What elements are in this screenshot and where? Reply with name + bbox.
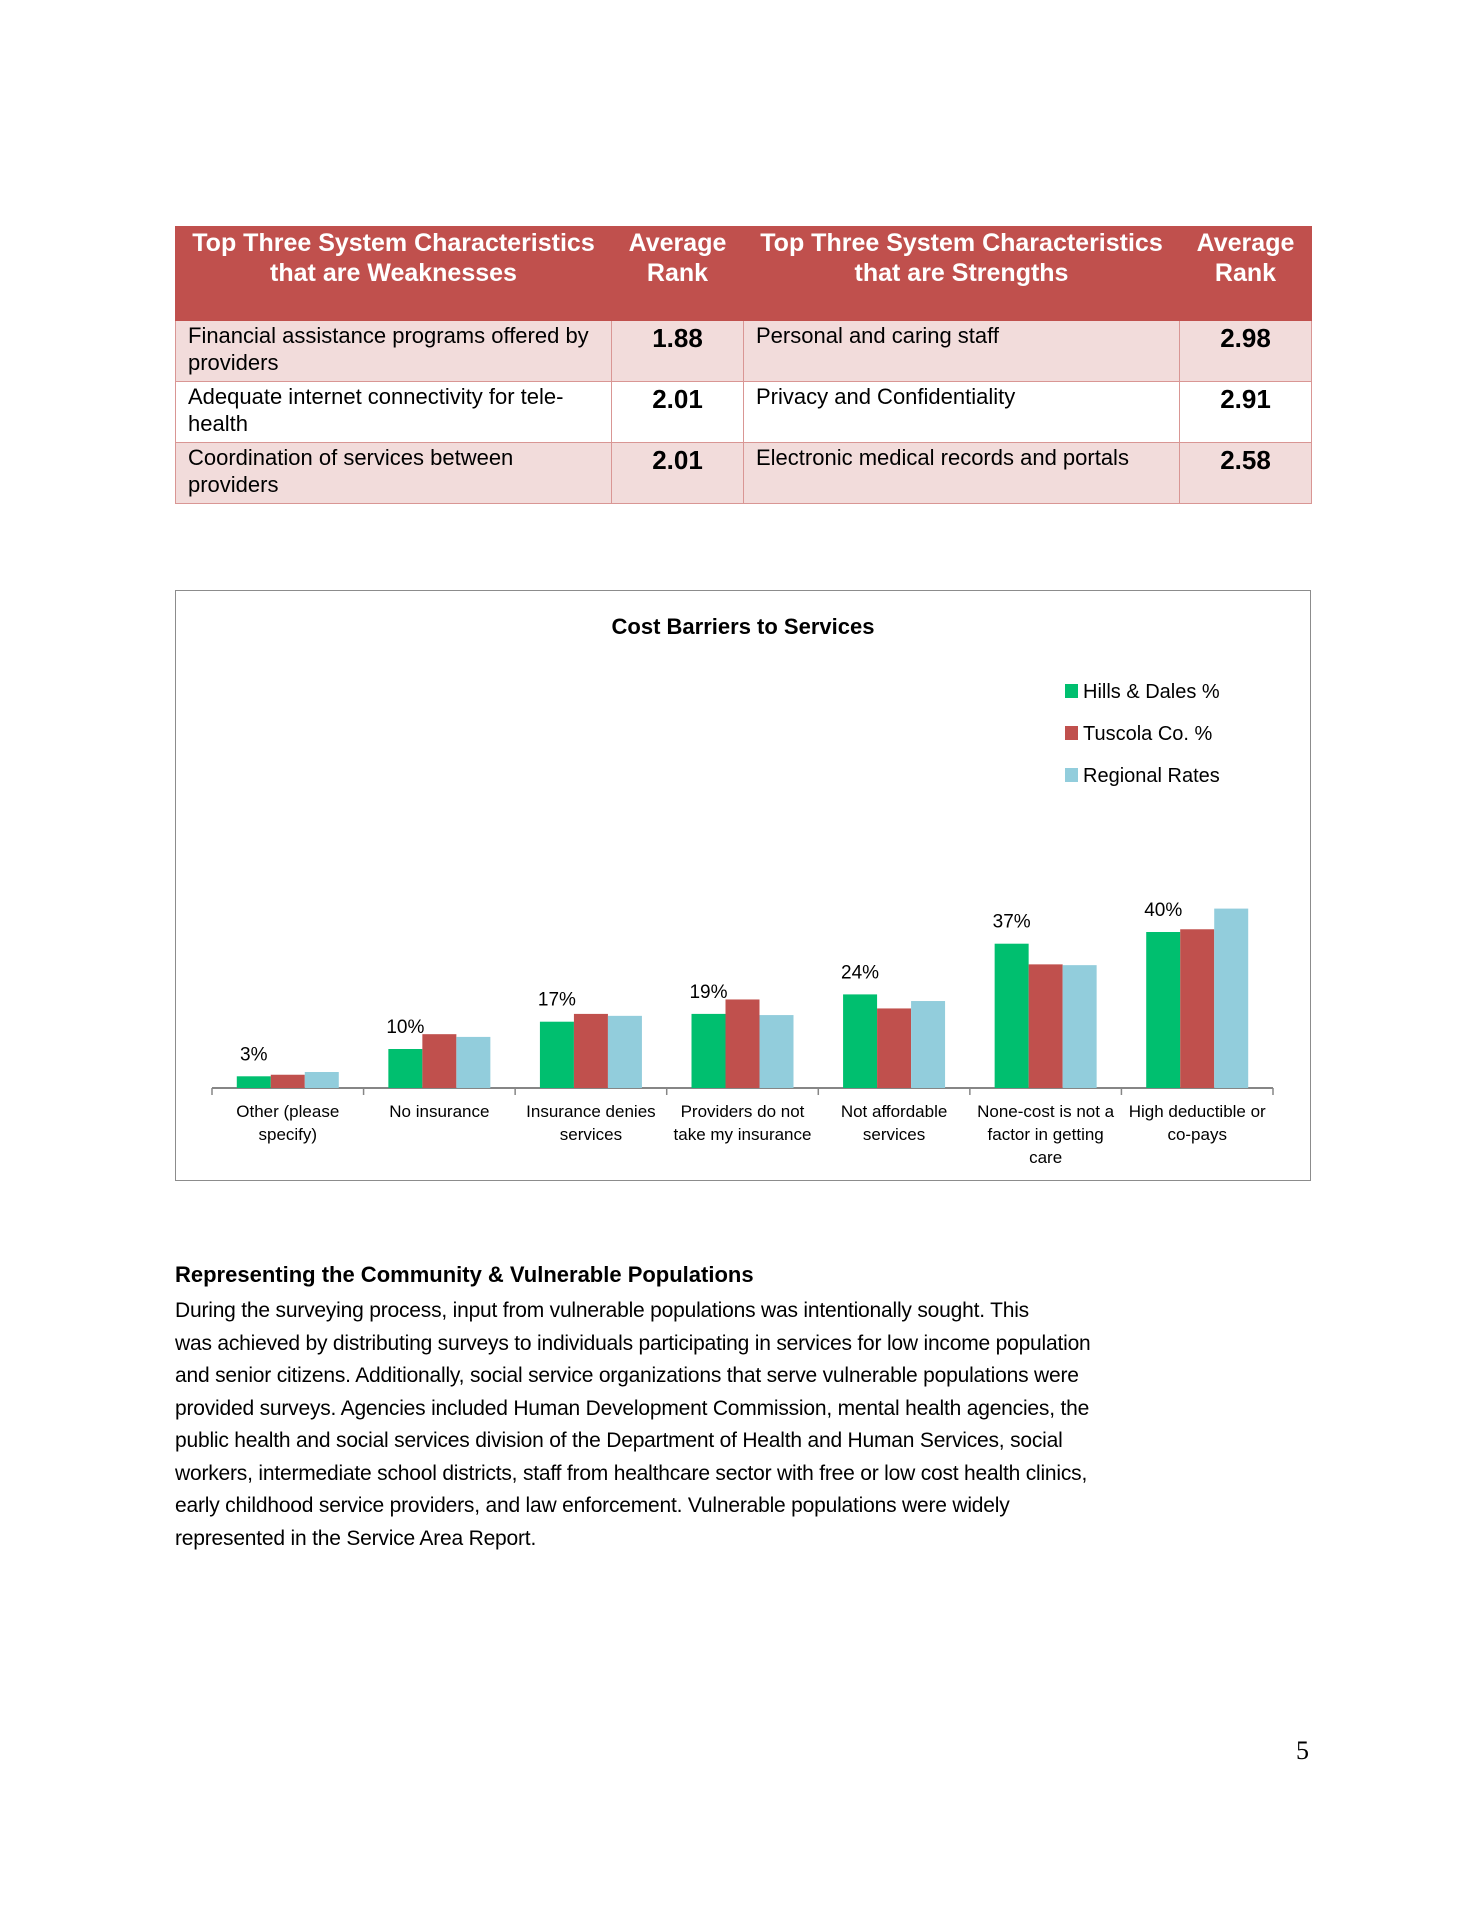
table-row: Adequate internet connectivity for tele-… — [175, 381, 1312, 443]
x-tick-label: care — [1029, 1148, 1062, 1167]
data-label: 17% — [538, 990, 576, 1011]
chart-title: Cost Barriers to Services — [612, 614, 875, 639]
x-tick-label: High deductible or — [1129, 1102, 1266, 1121]
bar-hills-dales- — [994, 943, 1029, 1088]
bar-regional-rates — [607, 1015, 642, 1088]
x-tick-label: No insurance — [389, 1102, 489, 1121]
header-average-rank: Average Rank — [1179, 226, 1312, 321]
weakness-rank-cell: 2.01 — [611, 442, 744, 504]
x-tick-label: services — [863, 1125, 925, 1144]
legend-swatch — [1065, 726, 1078, 740]
x-tick-label: take my insurance — [674, 1125, 812, 1144]
table-header-row: Top Three System Characteristics that ar… — [175, 226, 1312, 321]
section-paragraph: During the surveying process, input from… — [175, 1295, 1091, 1555]
bar-hills-dales- — [388, 1049, 423, 1088]
bar-regional-rates — [304, 1072, 339, 1088]
header-weaknesses: Top Three System Characteristics that ar… — [175, 226, 612, 321]
x-tick-label: services — [560, 1125, 622, 1144]
strength-cell: Electronic medical records and portals — [743, 442, 1180, 504]
legend-label: Regional Rates — [1083, 765, 1220, 787]
paragraph-line: was achieved by distributing surveys to … — [175, 1331, 1091, 1355]
weakness-rank-cell: 1.88 — [611, 320, 744, 382]
system-characteristics-table: Top Three System Characteristics that ar… — [175, 226, 1312, 504]
bar-regional-rates — [1214, 908, 1249, 1088]
header-strengths: Top Three System Characteristics that ar… — [743, 226, 1180, 321]
bar-regional-rates — [911, 1001, 946, 1088]
strength-cell: Personal and caring staff — [743, 320, 1180, 382]
paragraph-line: early childhood service providers, and l… — [175, 1494, 1010, 1517]
data-label: 19% — [689, 982, 727, 1003]
section-heading: Representing the Community & Vulnerable … — [175, 1262, 754, 1287]
data-label: 24% — [841, 962, 879, 983]
legend-swatch — [1065, 768, 1078, 782]
chart-svg: Cost Barriers to Services Hills & Dales %… — [211, 614, 1274, 1167]
paragraph-line: During the surveying process, input from… — [175, 1299, 1029, 1322]
table-row: Coordination of services between provide… — [175, 442, 1312, 504]
bar-hills-dales- — [691, 1013, 726, 1088]
bar-hills-dales- — [843, 994, 878, 1088]
header-average-rank: Average Rank — [611, 226, 744, 321]
paragraph-line: provided surveys. Agencies included Huma… — [175, 1396, 1090, 1420]
x-tick-label: co-pays — [1167, 1125, 1227, 1144]
bar-tuscola-co- — [1028, 964, 1063, 1088]
paragraph-line: public health and social services divisi… — [175, 1429, 1063, 1452]
x-tick-label: Not affordable — [841, 1102, 947, 1121]
weakness-cell: Financial assistance programs offered by… — [175, 320, 612, 382]
paragraph-line: represented in the Service Area Report. — [175, 1526, 537, 1550]
bar-regional-rates — [1062, 965, 1097, 1088]
data-label: 3% — [240, 1044, 268, 1065]
data-label: 37% — [993, 912, 1031, 933]
x-tick-label: Insurance denies — [526, 1102, 655, 1121]
strength-rank-cell: 2.91 — [1179, 381, 1312, 443]
bar-regional-rates — [759, 1015, 794, 1088]
legend-swatch — [1065, 684, 1078, 698]
bar-tuscola-co- — [270, 1074, 305, 1088]
x-tick-label: factor in getting — [988, 1125, 1104, 1144]
bar-tuscola-co- — [422, 1034, 457, 1088]
cost-barriers-chart: Cost Barriers to Services Hills & Dales %… — [175, 590, 1311, 1181]
bar-regional-rates — [456, 1036, 491, 1088]
strength-rank-cell: 2.58 — [1179, 442, 1312, 504]
bar-hills-dales- — [1146, 932, 1181, 1088]
weakness-cell: Coordination of services between provide… — [175, 442, 612, 504]
strength-rank-cell: 2.98 — [1179, 320, 1312, 382]
paragraph-line: workers, intermediate school districts, … — [175, 1461, 1088, 1485]
strength-cell: Privacy and Confidentiality — [743, 381, 1180, 443]
x-tick-label: None-cost is not a — [977, 1102, 1115, 1121]
bar-hills-dales- — [236, 1076, 271, 1088]
bar-tuscola-co- — [1180, 929, 1215, 1088]
legend-label: Hills & Dales % — [1083, 681, 1220, 703]
page-number: 5 — [1296, 1736, 1309, 1765]
paragraph-line: and senior citizens. Additionally, socia… — [175, 1364, 1079, 1387]
bar-tuscola-co- — [725, 999, 760, 1088]
bar-tuscola-co- — [877, 1008, 912, 1088]
x-tick-label: Providers do not — [681, 1102, 805, 1121]
weakness-rank-cell: 2.01 — [611, 381, 744, 443]
x-tick-label: Other (please — [236, 1102, 339, 1121]
table-row: Financial assistance programs offered by… — [175, 320, 1312, 382]
x-tick-label: specify) — [258, 1125, 317, 1144]
bar-hills-dales- — [539, 1021, 574, 1088]
data-label: 10% — [386, 1017, 424, 1038]
bar-tuscola-co- — [573, 1013, 608, 1088]
weakness-cell: Adequate internet connectivity for tele-… — [175, 381, 612, 443]
data-label: 40% — [1144, 900, 1182, 921]
legend-label: Tuscola Co. % — [1083, 723, 1213, 745]
